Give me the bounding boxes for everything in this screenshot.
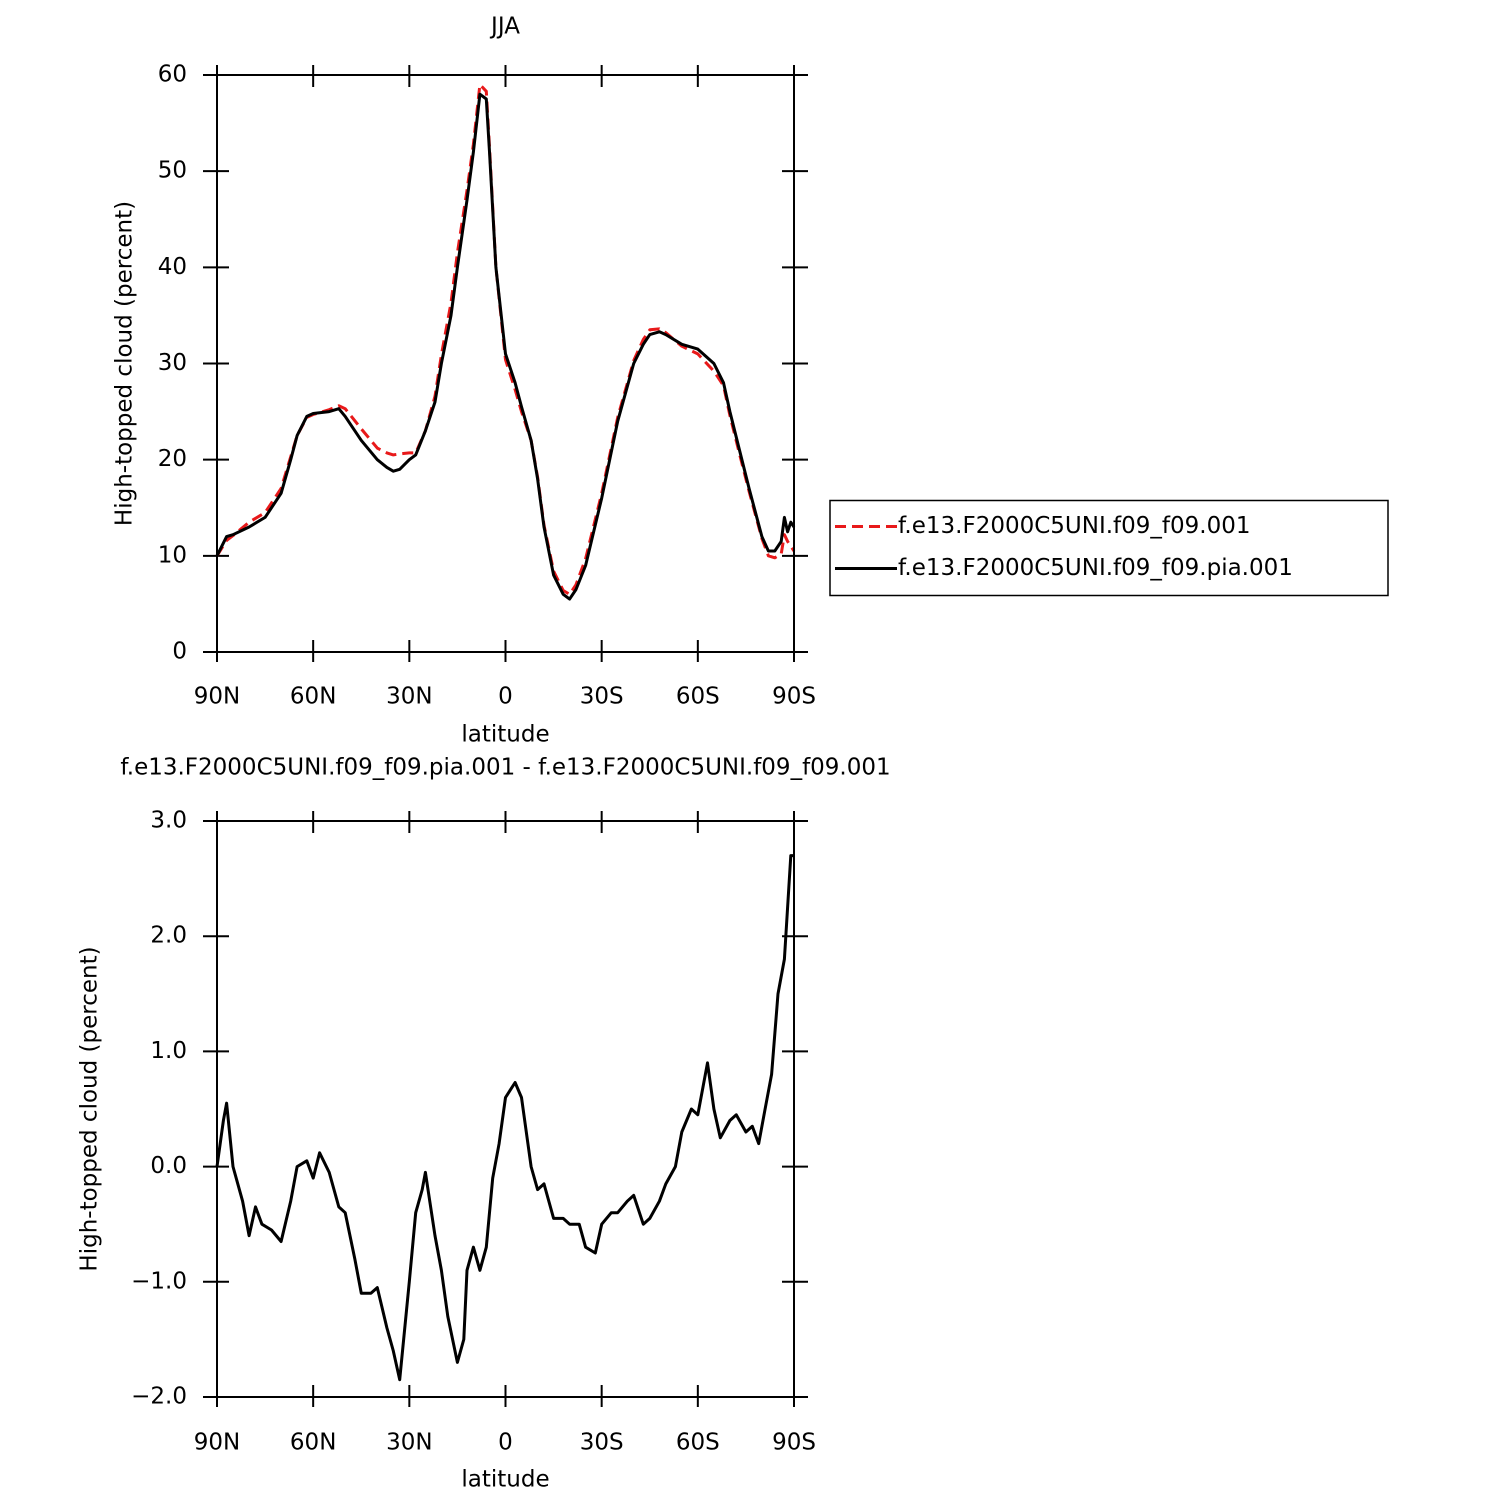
legend-box (829, 499, 1389, 597)
y-tick-label: 20 (158, 446, 187, 472)
y-tick-label: −1.0 (131, 1268, 187, 1294)
legend-label: f.e13.F2000C5UNI.f09_f09.001 (898, 513, 1251, 539)
data-line (215, 92, 796, 601)
data-line (215, 83, 796, 596)
plot-frame (216, 74, 795, 653)
y-tick-label: 0 (172, 639, 187, 665)
legend-label: f.e13.F2000C5UNI.f09_f09.pia.001 (898, 555, 1293, 581)
x-axis-label: latitude (461, 722, 549, 748)
y-tick-label: 0.0 (150, 1153, 187, 1179)
x-axis-label: latitude (461, 1467, 549, 1493)
chart-title: f.e13.F2000C5UNI.f09_f09.pia.001 - f.e13… (120, 755, 890, 781)
x-tick-label: 90S (772, 684, 816, 710)
x-tick-label: 90N (194, 684, 240, 710)
y-tick-label: 3.0 (150, 808, 187, 834)
x-tick-label: 30S (580, 1430, 624, 1456)
y-tick-label: 2.0 (150, 923, 187, 949)
x-tick-label: 90S (772, 1430, 816, 1456)
x-tick-label: 0 (498, 684, 513, 710)
x-tick-label: 30N (386, 684, 432, 710)
x-tick-label: 60N (290, 1430, 336, 1456)
y-tick-label: 40 (158, 254, 187, 280)
chart-title: JJA (489, 14, 520, 40)
y-tick-label: 10 (158, 542, 187, 568)
y-axis-label: High-topped cloud (percent) (112, 201, 138, 526)
y-tick-label: 30 (158, 350, 187, 376)
plot-frame (216, 820, 795, 1398)
y-axis-label: High-topped cloud (percent) (77, 946, 103, 1271)
y-tick-label: 60 (158, 62, 187, 88)
x-tick-label: 30S (580, 684, 624, 710)
y-tick-label: −2.0 (131, 1384, 187, 1410)
x-tick-label: 90N (194, 1430, 240, 1456)
y-tick-label: 1.0 (150, 1038, 187, 1064)
x-tick-label: 0 (498, 1430, 513, 1456)
y-tick-label: 50 (158, 158, 187, 184)
x-tick-label: 30N (386, 1430, 432, 1456)
x-tick-label: 60S (676, 1430, 720, 1456)
data-line (215, 854, 794, 1382)
x-tick-label: 60S (676, 684, 720, 710)
x-tick-label: 60N (290, 684, 336, 710)
